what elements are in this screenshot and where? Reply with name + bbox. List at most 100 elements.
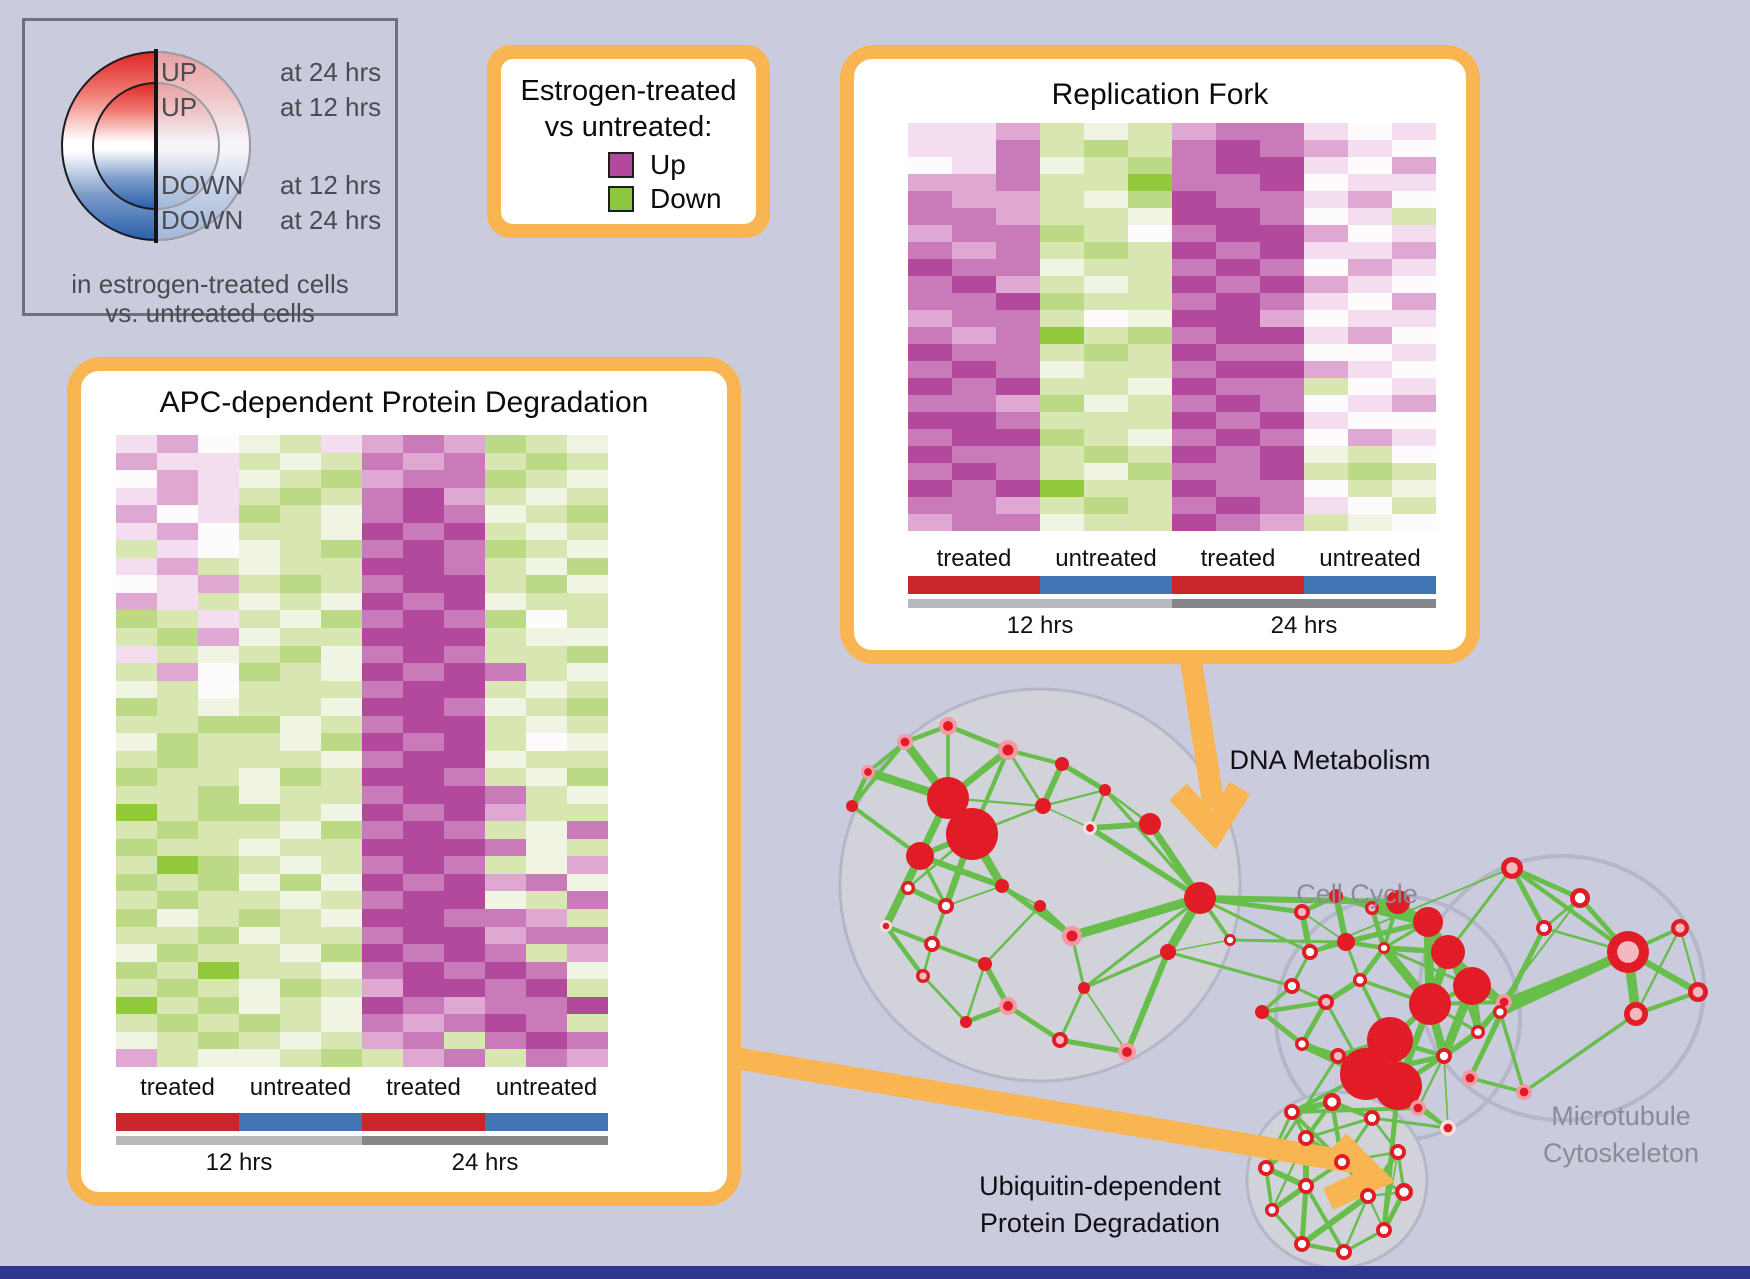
network-node: [939, 717, 957, 735]
network-node: [1139, 813, 1161, 835]
network-edge: [1125, 951, 1170, 1053]
network-node: [1536, 920, 1552, 936]
heatmap-cell: [526, 645, 567, 664]
heatmap-cell: [280, 610, 321, 629]
network-edge: [1425, 920, 1475, 988]
heatmap-cell: [198, 768, 239, 786]
heatmap-cell: [1348, 361, 1392, 378]
heatmap-cell: [908, 140, 952, 157]
heatmap-cell: [116, 961, 157, 980]
treatment-bar-segment: [1040, 576, 1172, 594]
network-edge: [1381, 1085, 1401, 1231]
heatmap-cell: [1172, 157, 1216, 174]
heatmap-cell: [1392, 446, 1436, 463]
network-edge: [1446, 867, 1514, 953]
heatmap-cell: [1040, 242, 1084, 259]
heatmap-cell: [908, 310, 952, 327]
heatmap-cell: [996, 412, 1040, 429]
heatmap-cell: [526, 926, 567, 945]
network-edge: [1416, 1055, 1446, 1109]
heatmap-cell: [157, 786, 198, 804]
heatmap-cell: [444, 873, 485, 892]
heatmap-cell: [1216, 378, 1260, 395]
heatmap-cell: [362, 698, 403, 716]
heatmap-cell: [321, 452, 362, 471]
network-node: [1083, 821, 1097, 835]
down-color-swatch: [608, 186, 634, 212]
heatmap-cell: [1040, 480, 1084, 497]
heatmap-cell: [362, 803, 403, 822]
legend-down-12-dir: DOWN: [161, 170, 244, 200]
heatmap-cell: [280, 663, 321, 681]
heatmap-cell: [526, 750, 567, 769]
heatmap-cell: [198, 680, 239, 699]
arrow-apc-to-ubiquitin-head: [1323, 1133, 1395, 1210]
network-edge: [1070, 893, 1202, 941]
network-edge: [1264, 1055, 1340, 1169]
microtubule-label-line2: Cytoskeleton: [1542, 1138, 1700, 1168]
ubiquitin-label: Ubiquitin-dependent Protein Degradation: [979, 1168, 1221, 1242]
heatmap-cell: [567, 575, 608, 593]
heatmap-cell: [403, 628, 444, 646]
heatmap-cell: [567, 1014, 608, 1032]
network-edge: [1291, 1099, 1333, 1115]
heatmap-cell: [198, 592, 239, 611]
heatmap-cell: [198, 873, 239, 892]
ubiquitin-label-line2: Protein Degradation: [979, 1208, 1221, 1238]
network-node: [1409, 983, 1451, 1025]
heatmap-cell: [567, 698, 608, 716]
heatmap-cell: [116, 891, 157, 909]
treatment-group-label: treated: [386, 1074, 461, 1101]
heatmap-cell: [1172, 395, 1216, 412]
heatmap-cell: [444, 821, 485, 839]
heatmap-cell: [485, 908, 526, 927]
network-node-center: [927, 939, 937, 949]
heatmap-cell: [116, 698, 157, 716]
time-bar-segment: [362, 1136, 608, 1145]
heatmap-cell: [157, 505, 198, 523]
heatmap-cell: [1216, 497, 1260, 514]
heatmap-cell: [567, 944, 608, 962]
heatmap-cell: [403, 733, 444, 751]
network-edge: [1088, 826, 1202, 900]
network-node-center: [1465, 1073, 1475, 1083]
heatmap-cell: [1260, 327, 1304, 344]
network-node-center: [1496, 1008, 1504, 1016]
network-edge: [1290, 1110, 1344, 1164]
heatmap-cell: [116, 1014, 157, 1032]
heatmap-cell: [996, 310, 1040, 327]
heatmap-cell: [239, 505, 280, 523]
heatmap-cell: [239, 768, 280, 786]
network-edge: [1260, 984, 1294, 1014]
network-node: [946, 808, 998, 860]
network-node-center: [900, 737, 910, 747]
apc-panel-title: APC-dependent Protein Degradation: [159, 386, 649, 419]
network-node-center: [1692, 986, 1704, 998]
legend-down-24-time: at 24 hrs: [280, 205, 382, 235]
heatmap-cell: [321, 1014, 362, 1032]
heatmap-cell: [444, 786, 485, 804]
heatmap-cell: [485, 557, 526, 576]
heatmap-cell: [908, 191, 952, 208]
heatmap-cell: [1348, 259, 1392, 276]
network-edge: [947, 796, 1044, 808]
network-edge: [1000, 883, 1074, 939]
arrow-replication-to-dna-head: [1169, 781, 1251, 850]
heatmap-cell: [1084, 191, 1128, 208]
heatmap-cell: [908, 327, 952, 344]
heatmap-cell: [198, 1031, 239, 1050]
heatmap-cell: [996, 140, 1040, 157]
heatmap-cell: [239, 803, 280, 822]
network-edge: [1341, 1160, 1405, 1194]
network-node-center: [1380, 944, 1388, 952]
heatmap-cell: [485, 733, 526, 751]
heatmap-cell: [239, 452, 280, 471]
network-node: [1160, 944, 1176, 960]
heatmap-cell: [321, 645, 362, 664]
network-node: [1302, 944, 1318, 960]
heatmap-cell: [1304, 208, 1348, 225]
heatmap-cell: [444, 1031, 485, 1050]
network-node-center: [1519, 1087, 1529, 1097]
network-node: [1337, 933, 1355, 951]
heatmap-cell: [952, 208, 996, 225]
